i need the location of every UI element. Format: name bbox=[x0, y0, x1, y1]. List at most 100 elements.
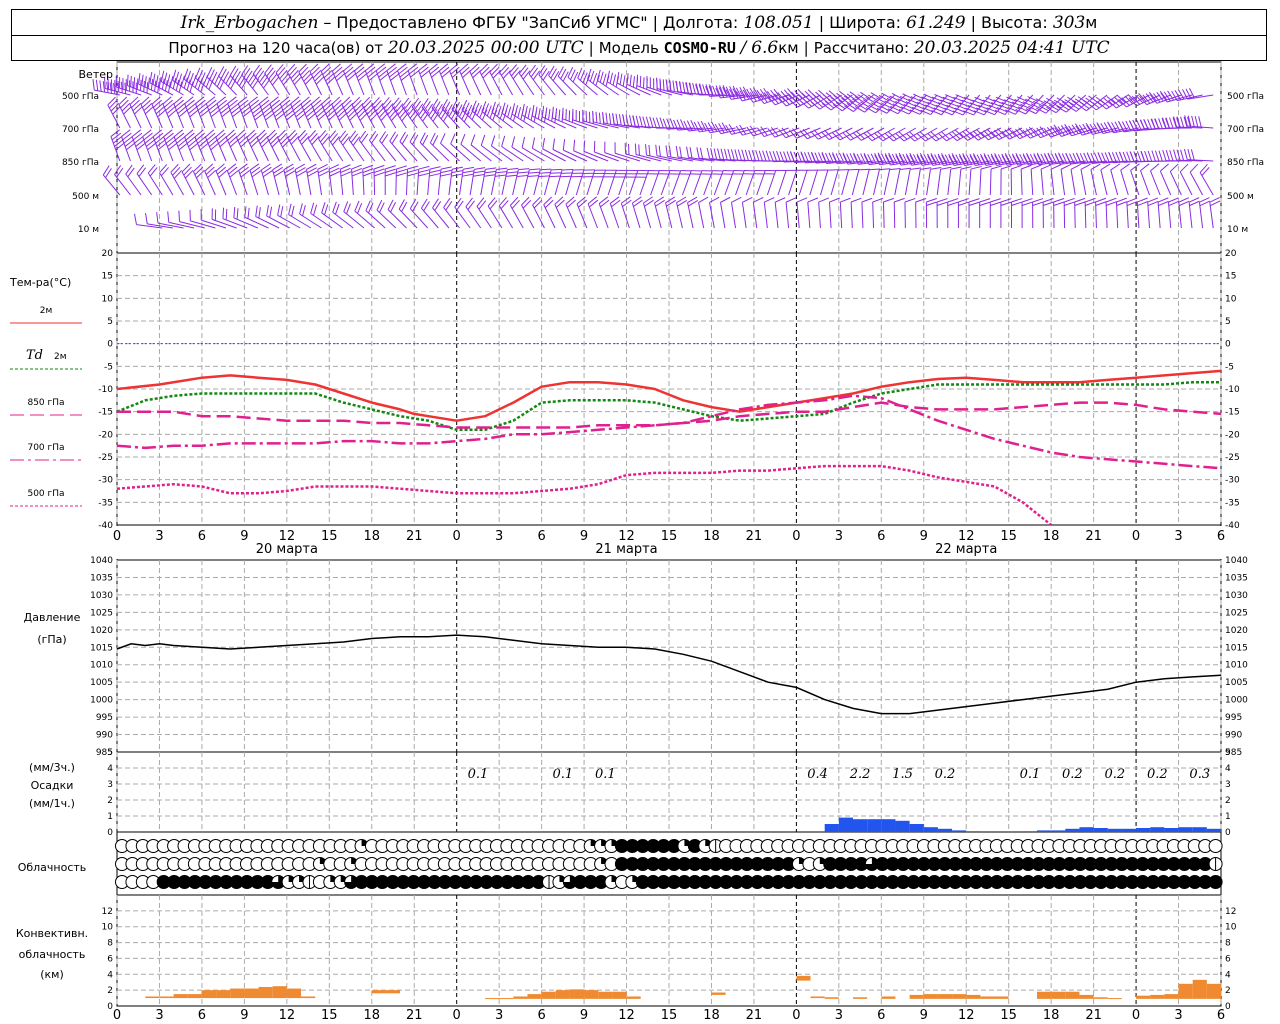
wind-barb bbox=[573, 150, 598, 162]
wind-feather bbox=[659, 117, 664, 129]
wind-feather bbox=[1150, 163, 1160, 172]
wind-feather bbox=[1129, 120, 1135, 132]
wind-feather bbox=[329, 171, 341, 177]
wind-feather bbox=[980, 155, 987, 166]
wind-feather bbox=[952, 110, 964, 116]
x-tick-label-bottom: 3 bbox=[155, 1008, 163, 1023]
pressure-ytick-right: 1020 bbox=[1225, 626, 1248, 636]
wind-feather bbox=[347, 73, 357, 82]
x-tick-label-top: 0 bbox=[1132, 529, 1140, 544]
wind-feather bbox=[884, 100, 895, 107]
wind-feather bbox=[338, 112, 348, 121]
wind-feather bbox=[948, 102, 960, 108]
wind-feather bbox=[965, 154, 973, 165]
wind-feather bbox=[322, 66, 332, 75]
wind-barb bbox=[127, 85, 152, 96]
wind-feather bbox=[1064, 126, 1073, 137]
convective-bar bbox=[272, 986, 287, 999]
wind-feather bbox=[274, 109, 284, 118]
wind-feather bbox=[330, 133, 338, 143]
wind-feather bbox=[1115, 151, 1121, 163]
wind-barb bbox=[635, 154, 662, 162]
wind-feather bbox=[645, 116, 650, 128]
wind-feather bbox=[770, 94, 779, 104]
wind-barb bbox=[386, 70, 397, 96]
wind-feather bbox=[237, 132, 247, 141]
wind-feather bbox=[312, 69, 322, 79]
wind-feather bbox=[461, 99, 468, 111]
wind-barb bbox=[321, 104, 333, 129]
wind-barb bbox=[604, 152, 630, 162]
wind-feather bbox=[983, 154, 990, 166]
wind-barb bbox=[294, 169, 301, 196]
wind-feather bbox=[142, 99, 151, 108]
wind-feather bbox=[825, 152, 831, 164]
wind-feather bbox=[340, 133, 349, 143]
wind-feather bbox=[343, 99, 352, 109]
wind-barb bbox=[763, 127, 789, 138]
wind-feather bbox=[261, 102, 271, 111]
wind-feather bbox=[675, 146, 679, 158]
wind-feather bbox=[1086, 153, 1093, 164]
wind-level-right: 700 гПа bbox=[1227, 125, 1264, 135]
wind-feather bbox=[194, 129, 204, 138]
convective-bar bbox=[1079, 994, 1094, 999]
wind-feather bbox=[358, 130, 367, 141]
wind-feather bbox=[409, 109, 418, 119]
wind-feather bbox=[400, 73, 411, 81]
wind-barb bbox=[275, 72, 291, 96]
wind-feather bbox=[259, 96, 269, 105]
wind-feather bbox=[462, 170, 474, 174]
wind-feather bbox=[1069, 102, 1080, 110]
convective-bar bbox=[824, 997, 839, 999]
wind-feather bbox=[577, 67, 583, 79]
wind-feather bbox=[116, 167, 124, 178]
convective-bar bbox=[216, 990, 231, 999]
wind-feather bbox=[876, 107, 888, 114]
precip-value-label: 0.1 bbox=[553, 767, 574, 782]
precip-bar bbox=[1178, 827, 1193, 832]
wind-feather bbox=[540, 168, 552, 171]
wind-barb bbox=[1049, 160, 1076, 166]
wind-feather bbox=[892, 103, 903, 110]
wind-feather bbox=[505, 174, 517, 177]
convective-bar bbox=[555, 990, 570, 999]
wind-feather bbox=[436, 103, 443, 114]
wind-barb bbox=[173, 103, 184, 129]
wind-feather bbox=[353, 99, 362, 109]
temp-ytick-left: 10 bbox=[102, 294, 114, 304]
wind-feather bbox=[167, 81, 171, 93]
wind-feather bbox=[407, 165, 419, 170]
wind-feather bbox=[916, 101, 928, 107]
wind-feather bbox=[114, 165, 122, 175]
wind-feather bbox=[947, 198, 959, 203]
wind-barb bbox=[300, 103, 312, 129]
wind-feather bbox=[765, 150, 771, 162]
wind-feather bbox=[366, 66, 376, 75]
wind-barb bbox=[305, 169, 312, 196]
wind-feather bbox=[959, 132, 968, 141]
wind-feather bbox=[948, 132, 958, 141]
wind-feather bbox=[383, 100, 392, 110]
convective-bar bbox=[1192, 979, 1207, 999]
wind-feather bbox=[138, 73, 141, 85]
wind-feather bbox=[916, 155, 923, 166]
wind-barb bbox=[521, 147, 545, 162]
precip-value-label: 0.1 bbox=[1020, 767, 1041, 782]
wind-feather bbox=[365, 200, 371, 211]
wind-feather bbox=[642, 77, 645, 89]
wind-feather bbox=[170, 163, 179, 173]
wind-barb bbox=[398, 208, 418, 229]
wind-feather bbox=[238, 96, 248, 104]
wind-feather bbox=[862, 99, 873, 106]
wind-feather bbox=[961, 99, 973, 105]
wind-feather bbox=[1022, 154, 1029, 166]
x-tick-label-bottom: 6 bbox=[877, 1008, 885, 1023]
wind-feather bbox=[225, 208, 228, 220]
wind-feather bbox=[713, 148, 718, 160]
wind-feather bbox=[1040, 153, 1047, 164]
wind-feather bbox=[548, 108, 551, 120]
convective-bar bbox=[485, 998, 500, 1000]
wind-feather bbox=[428, 106, 436, 117]
precip-ytick-left: 2 bbox=[107, 796, 113, 806]
